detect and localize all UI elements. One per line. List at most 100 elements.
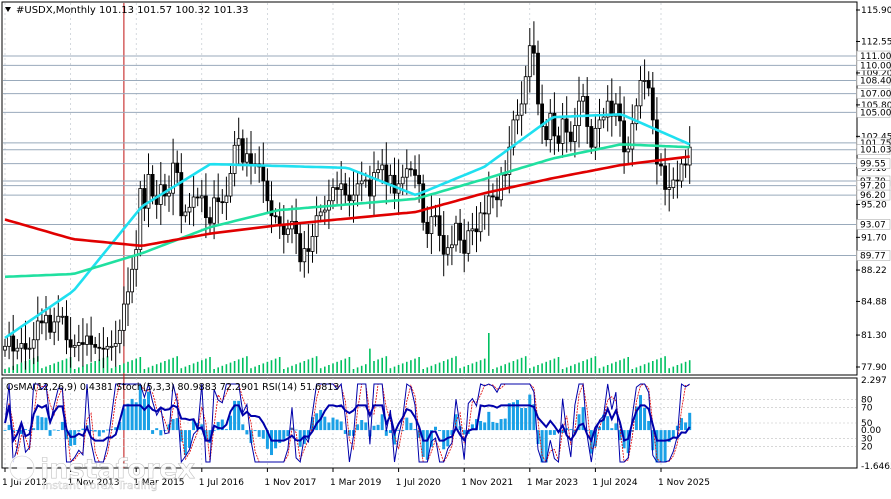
osma-bar [77,430,81,432]
osma-bar [483,422,487,431]
candle-body [663,165,667,190]
osma-bar [421,430,425,457]
candle-body [589,126,594,148]
candle-body [449,244,454,249]
osma-bar [544,430,548,463]
candle-body [355,183,360,196]
candle-body [208,217,212,224]
stoch-main-line [4,382,690,464]
osma-bar [626,430,630,454]
candle-body [183,211,188,217]
candle-body [171,162,176,194]
candle-body [126,291,130,305]
candle-body [130,268,135,293]
level-tag-label: 101.75 [860,139,891,149]
candle-body [175,162,180,173]
osma-bar [130,398,134,431]
candle-body [544,126,549,141]
triangle-down-icon[interactable] [5,7,11,12]
stoch-level-label: 30 [861,435,873,445]
candle-body [626,148,631,153]
candle-body [462,239,467,254]
candle-body [404,168,409,178]
osma-bar [65,430,68,440]
candle-body [445,247,450,255]
candle-body [35,320,40,341]
candle-body [347,194,352,202]
osma-bar [93,430,97,432]
osma-bar [171,419,175,431]
x-tick-label: 1 Jul 2020 [396,478,441,488]
osma-bar [425,430,429,460]
osma-bar [311,417,314,431]
osma-bar [401,430,405,432]
osma-bar [163,430,167,431]
osma-bar [286,430,290,437]
osma-bar [7,424,11,431]
candle-body [495,196,499,201]
candle-body [376,169,381,173]
osma-bar [360,420,364,431]
candles [3,21,692,370]
time-axis: 1 Jul 2012 1 Nov 2013 1 Mar 2015 1 Jul 2016… [2,468,710,488]
level-tag-box [856,158,891,169]
osma-bar [495,422,499,431]
osma-bar [220,419,224,431]
osma-bar [499,419,503,431]
x-tick-label: 1 Nov 2013 [68,478,120,488]
candle-body [199,195,204,199]
osma-bar [347,430,351,436]
stoch-signal-line [4,382,690,463]
osma-bar [151,430,155,434]
osma-bar [479,420,483,431]
osma-bar [298,430,302,447]
candle-body [392,174,397,194]
candle-body [478,212,483,233]
candle-body [3,345,7,351]
candle-body [605,100,610,118]
osma-bar [270,430,273,456]
y-tick-label: 88.22 [861,266,887,276]
osma-bar [577,414,581,431]
candle-body [265,180,270,202]
osma-bar [19,430,23,434]
candle-body [339,183,344,190]
level-tag-label: 101.03 [860,146,891,156]
candle-body [433,215,438,218]
osma-bar [536,430,540,445]
osma-bar [44,417,48,431]
y-tick-label: 115.90 [861,6,891,16]
rsi-line [4,403,691,444]
candle-body [441,235,446,255]
candle-body [232,144,237,174]
candle-body [363,179,368,182]
candle-body [466,230,471,254]
candle-body [195,196,200,199]
candle-body [187,206,192,213]
osma-bar [680,418,683,431]
candle-body [388,174,393,185]
candle-body [203,195,208,219]
candle-body [81,342,85,345]
level-tag-label: 110.00 [860,61,891,71]
osma-bar [491,421,495,431]
candle-body [273,215,278,218]
candle-body [191,196,196,208]
candle-body [228,173,233,197]
osma-bar [114,427,118,431]
candle-body [142,188,147,209]
candle-body [523,76,528,105]
osma-bar [36,415,40,431]
osma-bar [183,430,187,456]
osma-bar [138,385,142,431]
osma-bar [384,430,388,436]
ind-y-tick-label: -1.6465 [861,462,891,472]
osma-bar [40,417,44,431]
candle-body [454,222,458,246]
candle-body [109,345,114,348]
volume-bars [4,333,691,373]
candle-body [318,211,323,217]
osma-bar [327,422,331,431]
